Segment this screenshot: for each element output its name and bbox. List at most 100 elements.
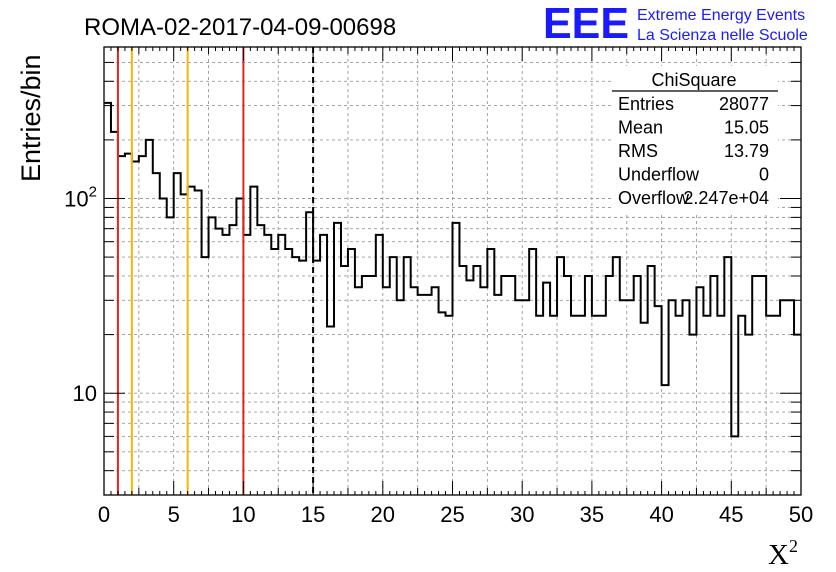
histogram-bin	[564, 276, 571, 495]
histogram-bin	[689, 335, 696, 495]
histogram-bin	[724, 257, 731, 495]
histogram-bin	[257, 225, 264, 495]
histogram-bin	[376, 235, 383, 495]
histogram-bin	[683, 300, 690, 495]
histogram-bin	[662, 385, 669, 495]
x-tick-label: 35	[580, 502, 604, 527]
histogram-bin	[592, 316, 599, 495]
histogram-bin	[529, 249, 536, 495]
histogram-bin	[432, 287, 439, 495]
y-tick-label: 102	[64, 184, 97, 212]
histogram-bin	[543, 283, 550, 495]
x-tick-label: 5	[168, 502, 180, 527]
histogram-bin	[174, 173, 181, 495]
histogram-bin	[250, 187, 257, 495]
histogram-outline	[104, 101, 801, 438]
histogram-bin	[606, 276, 613, 495]
histogram-bin	[313, 261, 320, 495]
x-tick-label: 0	[98, 502, 110, 527]
histogram-bin	[348, 249, 355, 495]
x-tick-labels: 0 5 10 15 20 25 30 35 40 45 50	[98, 502, 813, 527]
histogram-bin	[216, 229, 223, 495]
histogram-bin	[522, 300, 529, 495]
histogram-bin	[613, 257, 620, 495]
histogram-bin	[466, 280, 473, 495]
histogram-bin	[738, 316, 745, 495]
y-axis-label: Entries/bin	[16, 54, 46, 182]
histogram-bin	[585, 276, 592, 495]
logo-mark: EEE	[543, 0, 629, 48]
eee-logo: EEE Extreme Energy Events La Scienza nel…	[543, 0, 808, 48]
axis-ticks	[103, 46, 802, 496]
histogram-bin	[696, 287, 703, 495]
histogram-bin	[320, 235, 327, 495]
histogram-bin	[550, 316, 557, 495]
histogram-bin	[160, 199, 167, 495]
histogram-bin	[195, 190, 202, 495]
stats-row-label: Underflow	[618, 165, 700, 185]
histogram-bin	[167, 217, 174, 495]
histogram-bin	[209, 217, 216, 495]
histogram-bin	[397, 300, 404, 495]
stats-row-label: Overflow	[618, 188, 690, 208]
stats-row-value: 13.79	[724, 141, 769, 161]
x-tick-label: 50	[789, 502, 813, 527]
histogram-bin	[745, 335, 752, 495]
histogram-bin	[341, 266, 348, 495]
histogram-bin	[125, 154, 132, 495]
histogram-bin	[641, 323, 648, 495]
histogram-bin	[362, 276, 369, 495]
histogram-bin	[146, 140, 153, 495]
histogram-bin	[118, 156, 125, 495]
y-tick-label-base: 10	[73, 381, 97, 406]
histogram-bin	[773, 316, 780, 495]
histogram-bin	[181, 194, 188, 495]
histogram-bin	[278, 235, 285, 495]
stats-rows: Entries 28077 Mean 15.05 RMS 13.79 Underflow 0 O…	[618, 94, 769, 208]
histogram-bin	[501, 276, 508, 495]
stats-row-label: Mean	[618, 118, 663, 138]
histogram-bin	[334, 223, 341, 495]
histogram-bin	[557, 257, 564, 495]
stats-row-value: 15.05	[724, 118, 769, 138]
histogram-bin	[306, 212, 313, 495]
histogram-bin	[634, 276, 641, 495]
x-axis-label: X2	[768, 536, 798, 571]
stats-title: ChiSquare	[651, 70, 736, 90]
histogram-bin	[759, 276, 766, 495]
histogram-bin	[229, 225, 236, 495]
x-tick-label: 30	[510, 502, 534, 527]
histogram-bin	[411, 287, 418, 495]
histogram-bin	[271, 249, 278, 495]
histogram-bin	[599, 316, 606, 495]
histogram-bin	[236, 199, 243, 495]
stats-row-value: 28077	[719, 94, 769, 114]
histogram-bin	[669, 300, 676, 495]
histogram-bin	[404, 257, 411, 495]
histogram-bin	[480, 287, 487, 495]
histogram-bin	[355, 287, 362, 495]
histogram-bin	[487, 249, 494, 495]
x-tick-label: 20	[371, 502, 395, 527]
histogram-bin	[111, 132, 118, 495]
histogram-bin	[780, 300, 787, 495]
x-tick-label: 25	[440, 502, 464, 527]
y-tick-label: 10	[73, 381, 97, 406]
y-tick-label-base: 10	[64, 187, 88, 212]
histogram-bin	[731, 436, 738, 495]
histogram-bin	[299, 261, 306, 495]
histogram-bin	[536, 316, 543, 495]
histogram-bin	[243, 235, 250, 495]
histogram-bin	[188, 187, 195, 495]
histogram-bin	[676, 316, 683, 495]
histogram-bin	[453, 223, 460, 495]
histogram-bin	[139, 156, 146, 495]
histogram-bin	[292, 257, 299, 495]
histogram-bin	[459, 266, 466, 495]
stats-row-label: RMS	[618, 141, 658, 161]
histogram-bin	[132, 161, 139, 495]
y-tick-label-exp: 2	[89, 184, 97, 201]
histogram-bin	[655, 306, 662, 495]
